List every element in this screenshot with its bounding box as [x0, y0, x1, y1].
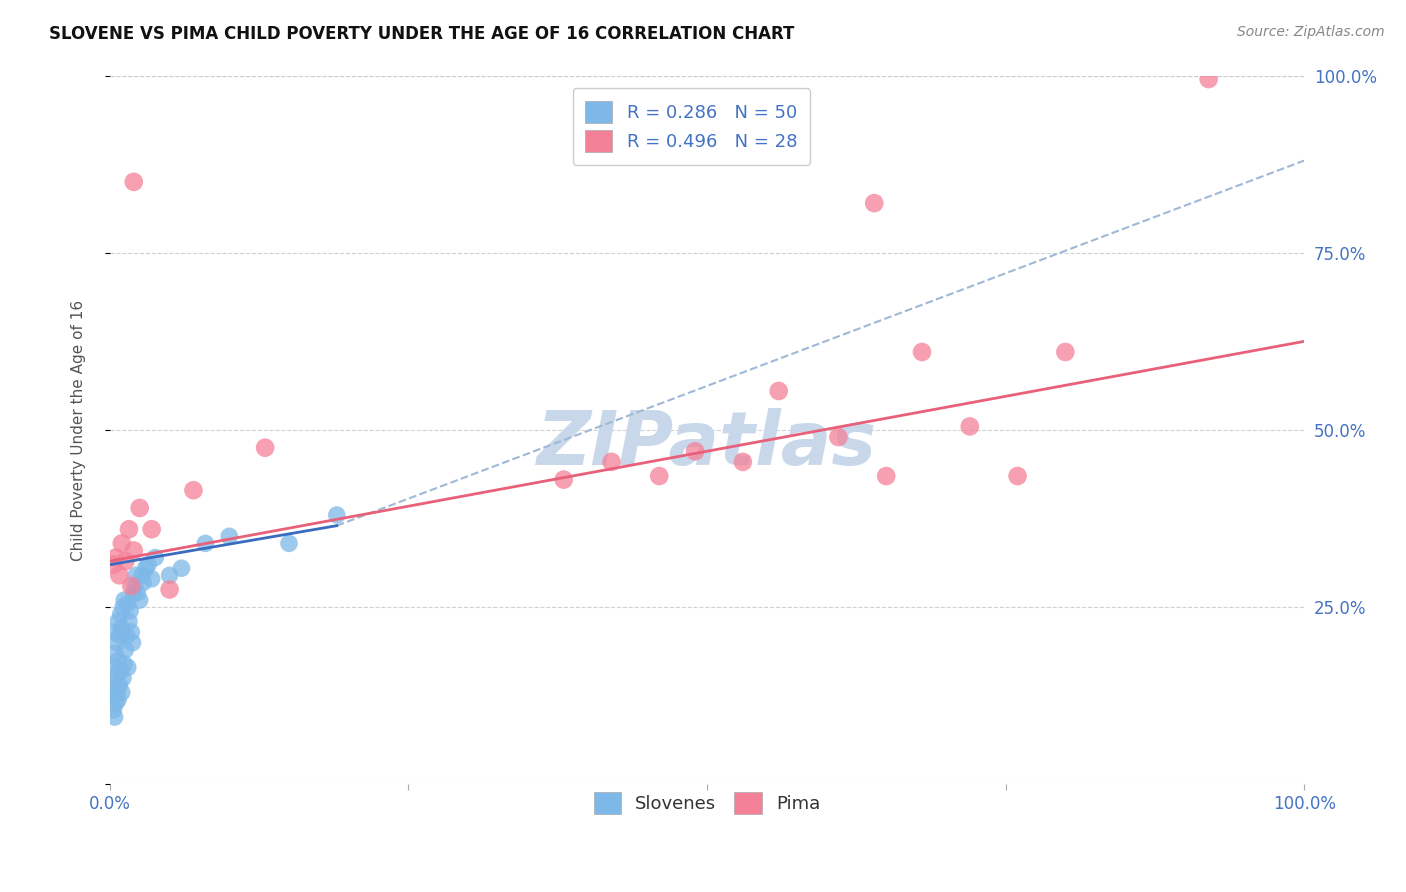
- Point: [115, 629, 138, 643]
- Point: [120, 625, 142, 640]
- Point: [1007, 469, 1029, 483]
- Point: [278, 536, 301, 550]
- Point: [110, 607, 132, 622]
- Point: [107, 653, 129, 667]
- Point: [111, 685, 134, 699]
- Point: [1054, 345, 1077, 359]
- Point: [103, 660, 125, 674]
- Point: [104, 710, 127, 724]
- Point: [110, 664, 132, 678]
- Point: [103, 558, 125, 572]
- Point: [600, 455, 623, 469]
- Point: [120, 604, 142, 618]
- Point: [683, 444, 706, 458]
- Point: [648, 469, 671, 483]
- Point: [122, 586, 145, 600]
- Point: [108, 678, 131, 692]
- Point: [1198, 72, 1220, 87]
- Point: [108, 568, 131, 582]
- Point: [553, 473, 575, 487]
- Point: [103, 703, 125, 717]
- Point: [108, 629, 131, 643]
- Point: [104, 681, 127, 696]
- Point: [127, 586, 149, 600]
- Point: [118, 615, 141, 629]
- Point: [112, 657, 135, 671]
- Text: SLOVENE VS PIMA CHILD POVERTY UNDER THE AGE OF 16 CORRELATION CHART: SLOVENE VS PIMA CHILD POVERTY UNDER THE …: [49, 25, 794, 43]
- Point: [104, 625, 127, 640]
- Point: [170, 561, 193, 575]
- Point: [136, 558, 159, 572]
- Text: Source: ZipAtlas.com: Source: ZipAtlas.com: [1237, 25, 1385, 39]
- Point: [731, 455, 754, 469]
- Point: [827, 430, 849, 444]
- Point: [101, 689, 124, 703]
- Point: [183, 483, 205, 498]
- Point: [121, 635, 143, 649]
- Point: [141, 572, 163, 586]
- Point: [143, 550, 166, 565]
- Point: [114, 554, 136, 568]
- Point: [104, 696, 127, 710]
- Point: [122, 543, 145, 558]
- Point: [131, 568, 153, 582]
- Point: [104, 667, 127, 681]
- Point: [326, 508, 349, 522]
- Point: [114, 642, 136, 657]
- Point: [107, 692, 129, 706]
- Point: [194, 536, 217, 550]
- Point: [111, 622, 134, 636]
- Point: [104, 550, 127, 565]
- Point: [104, 646, 127, 660]
- Point: [768, 384, 790, 398]
- Point: [103, 674, 125, 689]
- Point: [120, 579, 142, 593]
- Point: [122, 175, 145, 189]
- Point: [959, 419, 981, 434]
- Point: [124, 579, 146, 593]
- Point: [111, 600, 134, 615]
- Point: [135, 561, 157, 575]
- Legend: Slovenes, Pima: Slovenes, Pima: [583, 781, 831, 825]
- Point: [111, 671, 134, 685]
- Point: [125, 568, 148, 582]
- Point: [141, 522, 163, 536]
- Point: [863, 196, 886, 211]
- Point: [107, 615, 129, 629]
- Point: [111, 536, 134, 550]
- Point: [117, 597, 139, 611]
- Point: [132, 575, 155, 590]
- Point: [159, 568, 181, 582]
- Point: [128, 500, 150, 515]
- Point: [254, 441, 277, 455]
- Point: [105, 635, 128, 649]
- Point: [911, 345, 934, 359]
- Point: [118, 522, 141, 536]
- Y-axis label: Child Poverty Under the Age of 16: Child Poverty Under the Age of 16: [72, 300, 86, 560]
- Text: ZIPatlas: ZIPatlas: [537, 408, 877, 481]
- Point: [105, 685, 128, 699]
- Point: [117, 660, 139, 674]
- Point: [875, 469, 897, 483]
- Point: [218, 529, 240, 543]
- Point: [128, 593, 150, 607]
- Point: [112, 593, 135, 607]
- Point: [159, 582, 181, 597]
